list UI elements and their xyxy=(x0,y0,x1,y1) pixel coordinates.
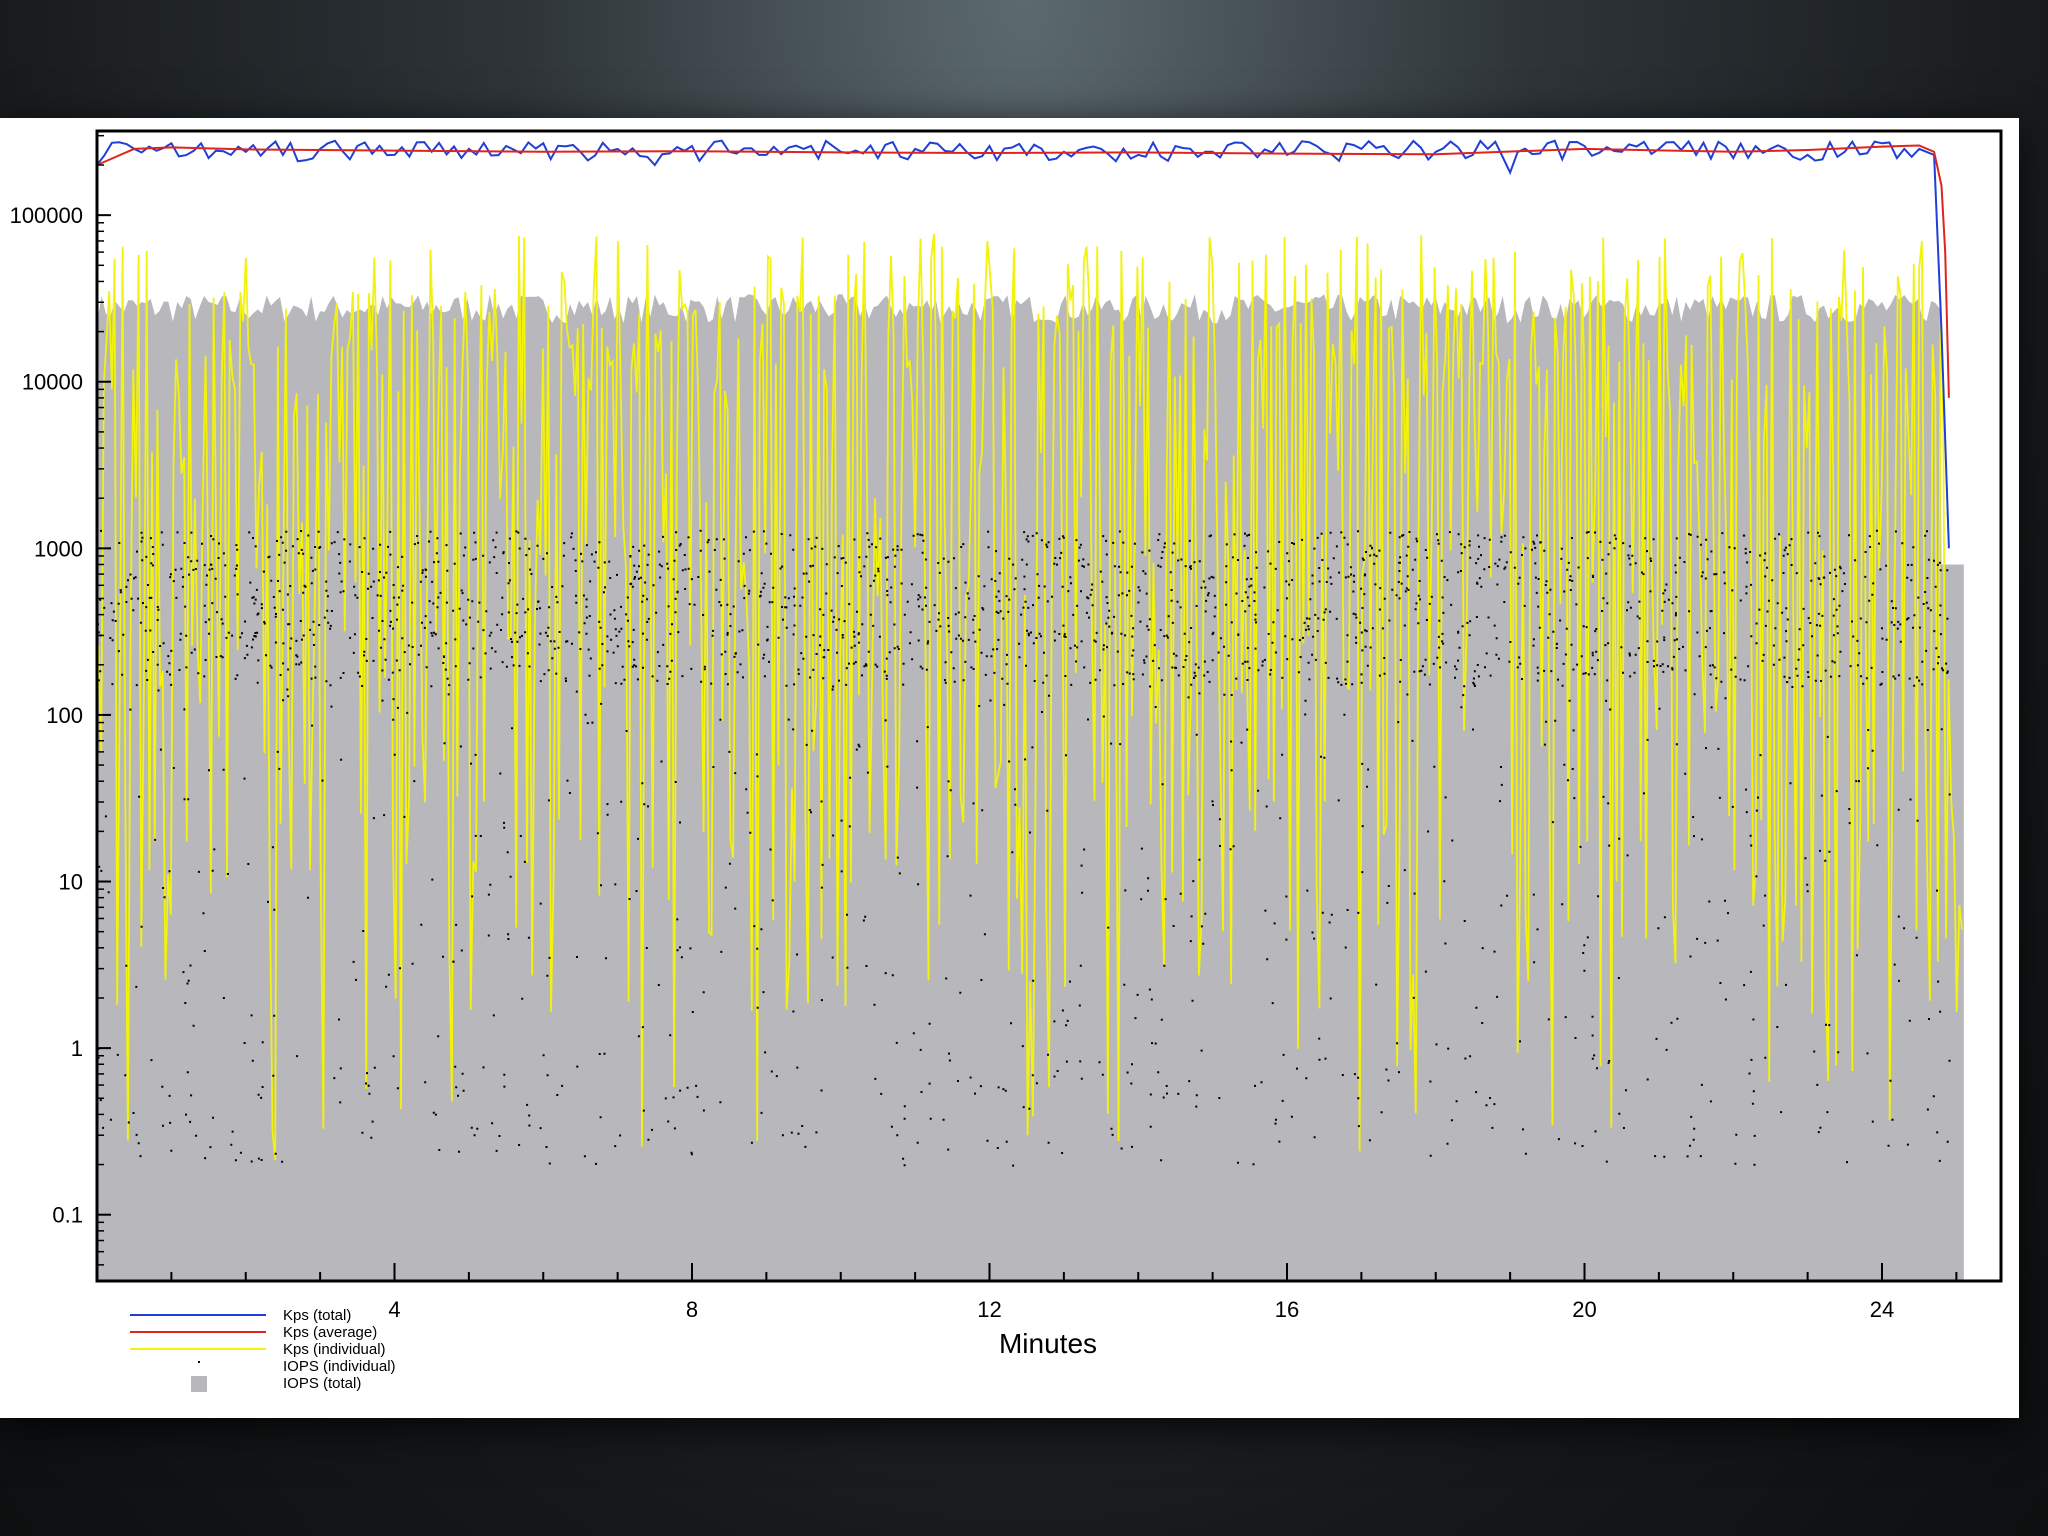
x-tick-label: 24 xyxy=(1870,1297,1894,1322)
y-tick-label: 10000 xyxy=(22,370,83,395)
legend-label: IOPS (total) xyxy=(283,1375,361,1392)
y-tick-label: 1 xyxy=(71,1036,83,1061)
x-tick-label: 4 xyxy=(388,1297,400,1322)
legend-swatch xyxy=(191,1376,207,1392)
x-axis-title: Minutes xyxy=(999,1328,1097,1359)
x-tick-label: 16 xyxy=(1275,1297,1299,1322)
series-kps-individual-line xyxy=(97,233,1963,1161)
plot-area xyxy=(96,139,1964,1281)
y-axis: 0.1 1 10 100 1000 10000 100000 xyxy=(10,134,111,1266)
plot-frame xyxy=(95,129,2003,1283)
legend-label: Kps (individual) xyxy=(283,1341,386,1358)
series-kps-average-line xyxy=(96,144,1950,398)
y-tick-label: 0.1 xyxy=(52,1203,83,1228)
x-tick-label: 20 xyxy=(1572,1297,1596,1322)
legend-label: Kps (total) xyxy=(283,1307,351,1324)
legend-label: IOPS (individual) xyxy=(283,1358,396,1375)
x-tick-label: 8 xyxy=(686,1297,698,1322)
x-tick-label: 12 xyxy=(977,1297,1001,1322)
y-tick-label: 100000 xyxy=(10,203,83,228)
y-tick-label: 100 xyxy=(46,703,83,728)
series-iops-total-area xyxy=(97,294,1964,1281)
y-tick-label: 10 xyxy=(59,870,83,895)
legend-label: Kps (average) xyxy=(283,1324,377,1341)
legend-swatch xyxy=(198,1361,200,1363)
chart: 0.1 1 10 100 1000 10000 100000 4 8 12 16 20 24 Minu… xyxy=(10,129,2003,1392)
x-axis: 4 8 12 16 20 24 xyxy=(170,1263,1958,1322)
y-tick-label: 1000 xyxy=(34,536,83,561)
legend: Kps (total)Kps (average)Kps (individual)… xyxy=(130,1307,396,1392)
slide: 0.1 1 10 100 1000 10000 100000 4 8 12 16 20 24 Minu… xyxy=(0,118,2019,1418)
